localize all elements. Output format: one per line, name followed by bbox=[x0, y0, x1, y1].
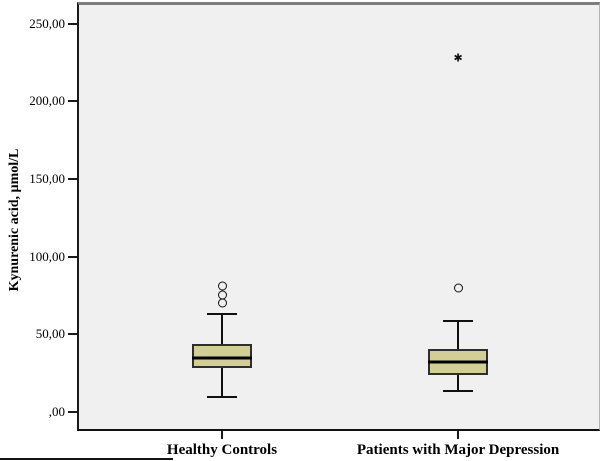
outlier-circle bbox=[217, 298, 227, 308]
y-tick-mark bbox=[68, 22, 77, 25]
whisker-cap-bottom bbox=[207, 396, 237, 399]
y-tick-mark bbox=[68, 177, 77, 180]
y-tick-mark bbox=[68, 410, 77, 413]
x-tick-mark bbox=[457, 431, 460, 439]
y-tick-label: 250,00 bbox=[29, 15, 65, 31]
x-axis: Healthy Controls Patients with Major Depr… bbox=[79, 431, 599, 461]
outlier-circle bbox=[217, 281, 227, 291]
extreme-star: ✱ bbox=[453, 51, 463, 65]
iqr-box bbox=[192, 343, 252, 368]
category-label: Patients with Major Depression bbox=[356, 442, 560, 458]
category-label: Healthy Controls bbox=[166, 442, 278, 458]
y-tick-label: 150,00 bbox=[29, 170, 65, 186]
y-tick-label: 100,00 bbox=[29, 248, 65, 264]
y-tick-mark bbox=[68, 255, 77, 258]
median-line bbox=[428, 360, 489, 364]
whisker-cap-bottom bbox=[443, 390, 474, 393]
y-tick-label: ,00 bbox=[48, 403, 65, 419]
y-tick-label: 50,00 bbox=[35, 326, 65, 342]
boxplot-canvas: ✱ bbox=[79, 5, 599, 429]
whisker-cap-top bbox=[207, 312, 237, 315]
y-tick-mark bbox=[68, 100, 77, 103]
y-tick-label: 200,00 bbox=[29, 93, 65, 109]
y-tick-mark bbox=[68, 333, 77, 336]
bottom-crop-line bbox=[0, 458, 173, 460]
outlier-circle bbox=[217, 290, 227, 300]
y-axis: ,00 50,00 100,00 150,00 200,00 250,00 bbox=[0, 5, 77, 429]
outlier-circle bbox=[453, 283, 463, 293]
whisker-cap-top bbox=[443, 320, 474, 323]
x-tick-mark bbox=[221, 431, 223, 439]
median-line bbox=[192, 356, 252, 360]
plot-area: ✱ bbox=[77, 2, 600, 431]
